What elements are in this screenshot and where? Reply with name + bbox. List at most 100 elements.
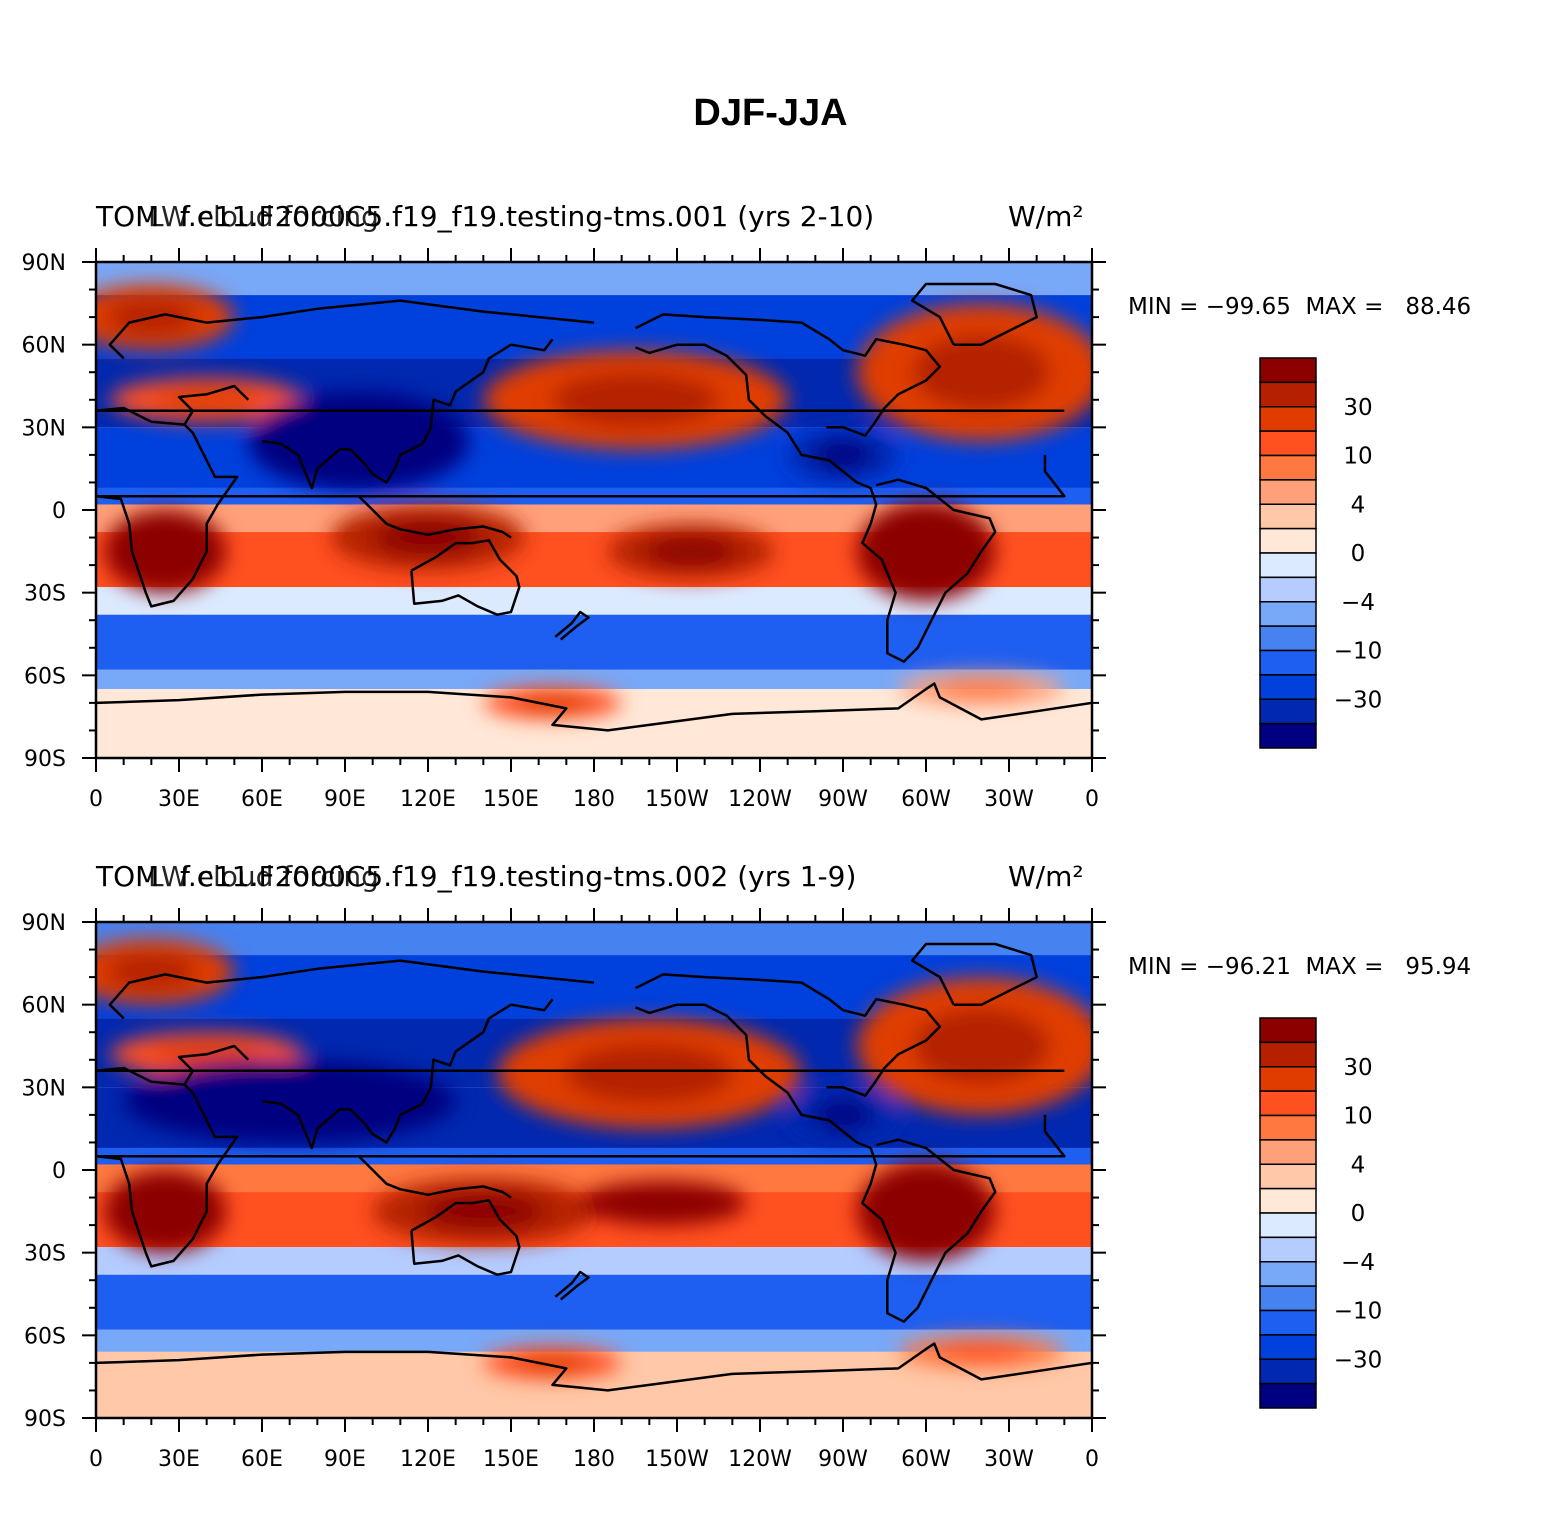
contour-core [514,693,591,712]
colorbar-box [1259,1382,1317,1409]
colorbar-box [1259,1066,1317,1092]
coastline [554,1270,590,1301]
colorbar-box [1259,625,1317,652]
contour-band [96,614,1092,670]
colorbar-box [1259,357,1317,384]
x-tick-label: 180 [573,1447,615,1472]
contour-core [153,387,260,412]
panel-title-units: W/m² [1008,860,1084,893]
y-tick-label: 60N [22,994,66,1019]
x-tick-label: 180 [573,787,615,812]
contour-band [96,922,1092,956]
colorbar-box [1259,1114,1317,1141]
coastline [635,343,997,663]
colorbar-label: 4 [1351,1152,1366,1178]
contour-field [96,922,1092,1418]
colorbar-box [1259,503,1317,530]
contour-core [645,536,737,567]
colorbar-box [1259,1334,1317,1360]
y-tick-label: 90S [24,1407,66,1432]
colorbar-box [1259,698,1317,725]
panel-variable-label: LW cloud forcing [148,200,379,233]
coastline [96,423,1066,608]
contour-band [96,669,1092,690]
x-tick-label: 0 [1085,1447,1099,1472]
contour-core [812,1099,874,1131]
contour-core [812,439,874,471]
colorbar-label: −4 [1341,1250,1375,1276]
panel-title-units: W/m² [1008,200,1084,233]
colorbar-box [1259,601,1317,627]
x-tick-label: 120E [400,1447,456,1472]
contour-core [422,1193,545,1230]
x-tick-label: 30W [984,1447,1034,1472]
coastlines [96,282,1092,732]
y-tick-label: 60N [22,334,66,359]
colorbar-box [1259,674,1317,700]
x-tick-label: 30E [158,787,200,812]
colorbar-box [1259,479,1317,505]
colorbar-label: −30 [1334,1347,1383,1373]
coastline [108,299,595,360]
x-tick-label: 120E [400,787,456,812]
colorbar-box [1259,649,1317,676]
contour-core [105,953,197,990]
y-tick-label: 60S [24,1324,66,1349]
colorbar-box [1259,1358,1317,1385]
colorbar-box [1259,1090,1317,1117]
colorbar-label: 0 [1351,1201,1366,1227]
colorbar-box [1259,576,1317,603]
map-panel: 0 30E 60E 90E 120E 150E 180 150W 120W 90W 60W 30W 0 9… [0,850,1541,1510]
colorbar-label: 4 [1351,492,1366,518]
contour-core [514,1353,591,1372]
panel-title-left: TOM [96,860,160,893]
x-tick-label: 150E [483,787,539,812]
colorbar-label: −4 [1341,590,1375,616]
x-tick-label: 0 [1085,787,1099,812]
colorbar-label: −10 [1334,1299,1383,1325]
y-tick-label: 90N [22,911,66,936]
coastline [410,1199,521,1276]
x-tick-label: 30E [158,1447,200,1472]
colorbar-label: 30 [1343,1055,1372,1081]
contour-core [131,1188,199,1235]
contour-core [131,528,199,575]
contour-band [96,1329,1092,1352]
coastlines [96,942,1092,1392]
y-tick-label: 30S [24,1242,66,1267]
coastline [910,942,1038,1006]
x-tick-label: 90W [818,787,868,812]
x-tick-label: 30W [984,787,1034,812]
coastline [635,1003,997,1323]
colorbar-box [1259,552,1317,579]
map-plot: 0 30E 60E 90E 120E 150E 180 150W 120W 90W 60W 30W 09… [22,908,1383,1472]
coastline [261,998,554,1150]
colorbar-box [1259,454,1317,481]
map-panel: 0 30E 60E 90E 120E 150E 180 150W 120W 90W 60W 30W 0 9… [0,190,1541,850]
y-tick-label: 30N [22,416,66,441]
colorbar-box [1259,1017,1317,1044]
tick-marks [82,908,1106,1432]
coastline [910,282,1038,346]
x-tick-label: 150W [645,787,709,812]
colorbar-box [1259,1212,1317,1239]
colorbar [1259,1017,1317,1409]
colorbar-box [1259,1139,1317,1165]
y-tick-label: 0 [52,1159,66,1184]
colorbar-label: 10 [1343,444,1372,470]
colorbar [1259,357,1317,749]
contour-core [887,524,965,579]
panel-variable-label: LW cloud forcing [148,860,379,893]
colorbar-label: −10 [1334,639,1383,665]
y-tick-label: 60S [24,664,66,689]
colorbar-box [1259,1041,1317,1068]
contour-field [96,262,1092,758]
colorbar-box [1259,527,1317,554]
colorbar-box [1259,1261,1317,1287]
x-tick-label: 120W [728,787,792,812]
coastline [634,313,942,437]
colorbar-label: 0 [1351,541,1366,567]
coastline [357,495,512,539]
colorbar-label: −30 [1334,687,1383,713]
coastline [261,338,554,490]
